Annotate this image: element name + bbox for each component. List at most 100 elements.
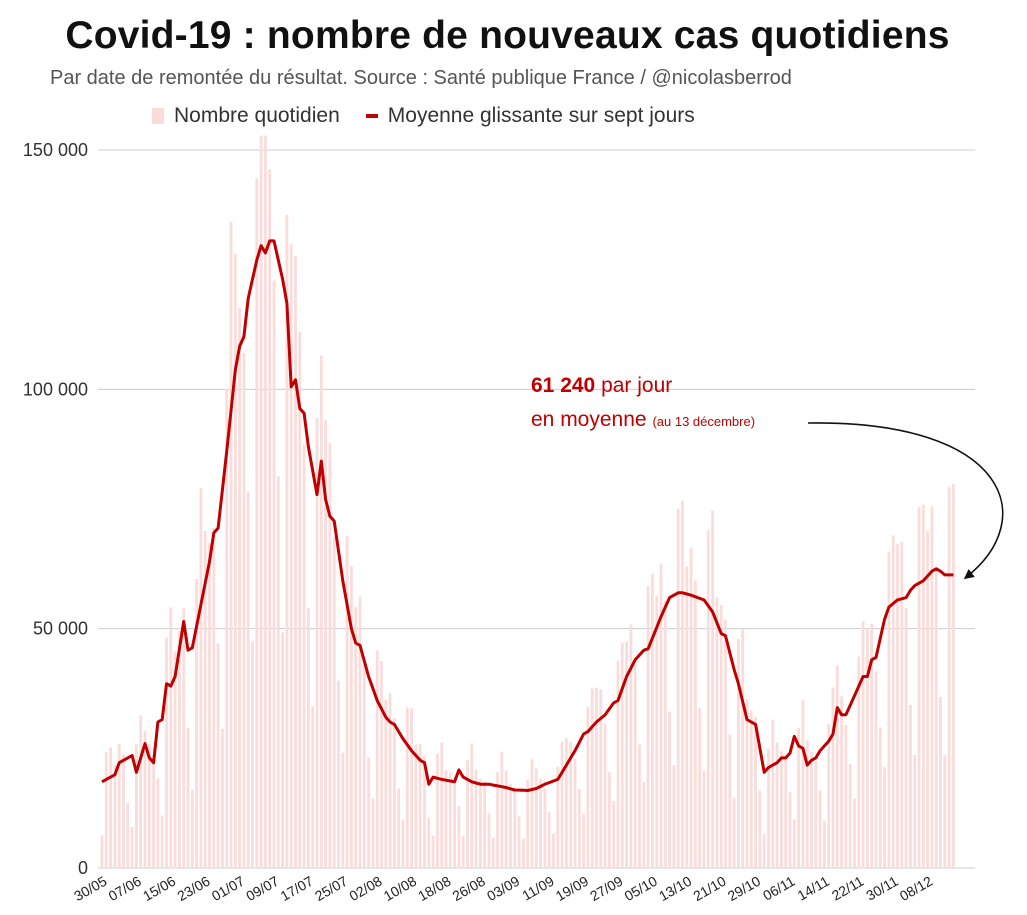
y-tick-label: 150 000: [23, 140, 88, 160]
daily-bar: [259, 135, 263, 868]
daily-bar: [724, 619, 727, 868]
x-tick-label: 21/10: [690, 873, 729, 904]
daily-bar: [625, 641, 628, 868]
daily-bar: [431, 835, 435, 868]
daily-bar: [844, 724, 848, 868]
daily-bar: [393, 718, 396, 868]
y-tick-label: 50 000: [33, 619, 88, 639]
daily-bar: [496, 772, 499, 868]
daily-bar: [947, 486, 951, 868]
daily-bar: [823, 820, 826, 868]
daily-bar: [921, 504, 925, 868]
daily-bar: [775, 742, 779, 868]
daily-bar: [173, 651, 177, 868]
chart-title: Covid-19 : nombre de nouveaux cas quotid…: [65, 14, 950, 57]
daily-bar: [943, 755, 947, 868]
daily-bar: [749, 710, 753, 868]
daily-bar: [552, 833, 555, 868]
x-tick-label: 26/08: [450, 873, 489, 904]
daily-bar: [517, 816, 521, 868]
daily-bar: [156, 778, 160, 868]
daily-bar: [135, 744, 138, 868]
daily-bar: [651, 573, 654, 868]
daily-bar: [870, 623, 874, 868]
daily-bar: [509, 783, 512, 868]
daily-bar: [190, 789, 194, 868]
daily-bar: [745, 699, 749, 868]
daily-bar: [354, 606, 358, 868]
daily-bar: [474, 769, 478, 868]
daily-bar: [883, 766, 886, 868]
daily-bar: [896, 544, 899, 868]
daily-bar: [930, 506, 934, 868]
daily-bar: [595, 687, 598, 868]
daily-bar: [375, 650, 379, 868]
daily-bar: [612, 801, 616, 868]
daily-bar: [397, 788, 401, 868]
daily-bar: [225, 389, 229, 868]
daily-bar: [350, 566, 353, 868]
daily-bar: [835, 665, 839, 868]
annotation-average: en moyenne: [531, 408, 647, 431]
daily-bar: [814, 761, 818, 868]
x-tick-label: 14/11: [794, 873, 832, 904]
daily-bar: [805, 740, 809, 868]
daily-bar: [362, 661, 366, 868]
daily-bar: [500, 751, 504, 868]
daily-bar: [685, 566, 689, 868]
daily-bar: [840, 696, 843, 868]
daily-bar: [522, 838, 525, 868]
daily-bar: [663, 600, 667, 868]
daily-bar: [771, 719, 775, 868]
daily-bar: [629, 624, 633, 868]
x-tick-label: 22/11: [829, 873, 867, 904]
x-tick-label: 30/05: [71, 873, 110, 904]
daily-bar: [242, 352, 246, 869]
x-tick-label: 11/09: [519, 873, 557, 904]
daily-bar: [672, 765, 676, 868]
daily-bar: [569, 742, 573, 868]
moving-average-line: [101, 239, 954, 792]
daily-bar: [689, 548, 693, 868]
y-tick-label: 0: [78, 858, 88, 878]
annotation-value: 61 240: [531, 374, 596, 397]
daily-bar: [668, 711, 671, 868]
x-tick-label: 09/07: [243, 873, 282, 904]
daily-bar: [539, 778, 542, 868]
daily-bar: [152, 755, 155, 868]
daily-bar: [401, 820, 405, 868]
daily-bar: [414, 744, 418, 868]
daily-bar: [939, 696, 942, 868]
daily-bar: [737, 638, 740, 868]
daily-bar: [113, 764, 117, 868]
daily-bar: [448, 772, 452, 868]
daily-bar: [436, 753, 439, 868]
daily-bar: [599, 689, 603, 868]
daily-bar: [444, 770, 448, 868]
daily-bar: [792, 819, 796, 868]
daily-bar: [195, 579, 198, 868]
daily-bar: [199, 488, 203, 868]
daily-bar: [874, 671, 878, 868]
daily-bar: [182, 608, 186, 868]
annotation-date-note: (au 13 décembre): [652, 414, 756, 429]
daily-bar: [788, 791, 792, 868]
daily-bar: [212, 527, 216, 868]
daily-bar: [345, 536, 349, 868]
daily-bar: [165, 637, 168, 868]
daily-bar: [126, 803, 130, 868]
daily-bar: [251, 641, 254, 868]
daily-bar: [706, 530, 710, 868]
x-tick-label: 30/11: [863, 873, 901, 904]
daily-bar: [547, 812, 551, 868]
daily-bar: [582, 813, 585, 868]
legend-bars-label: Nombre quotidien: [174, 104, 340, 127]
daily-bar: [638, 744, 641, 868]
daily-bar: [758, 790, 762, 868]
daily-bar: [337, 680, 340, 868]
daily-bar: [728, 734, 732, 868]
daily-bar: [294, 255, 297, 868]
daily-bar: [255, 178, 259, 868]
daily-bar: [543, 788, 547, 868]
daily-bar: [285, 214, 289, 868]
